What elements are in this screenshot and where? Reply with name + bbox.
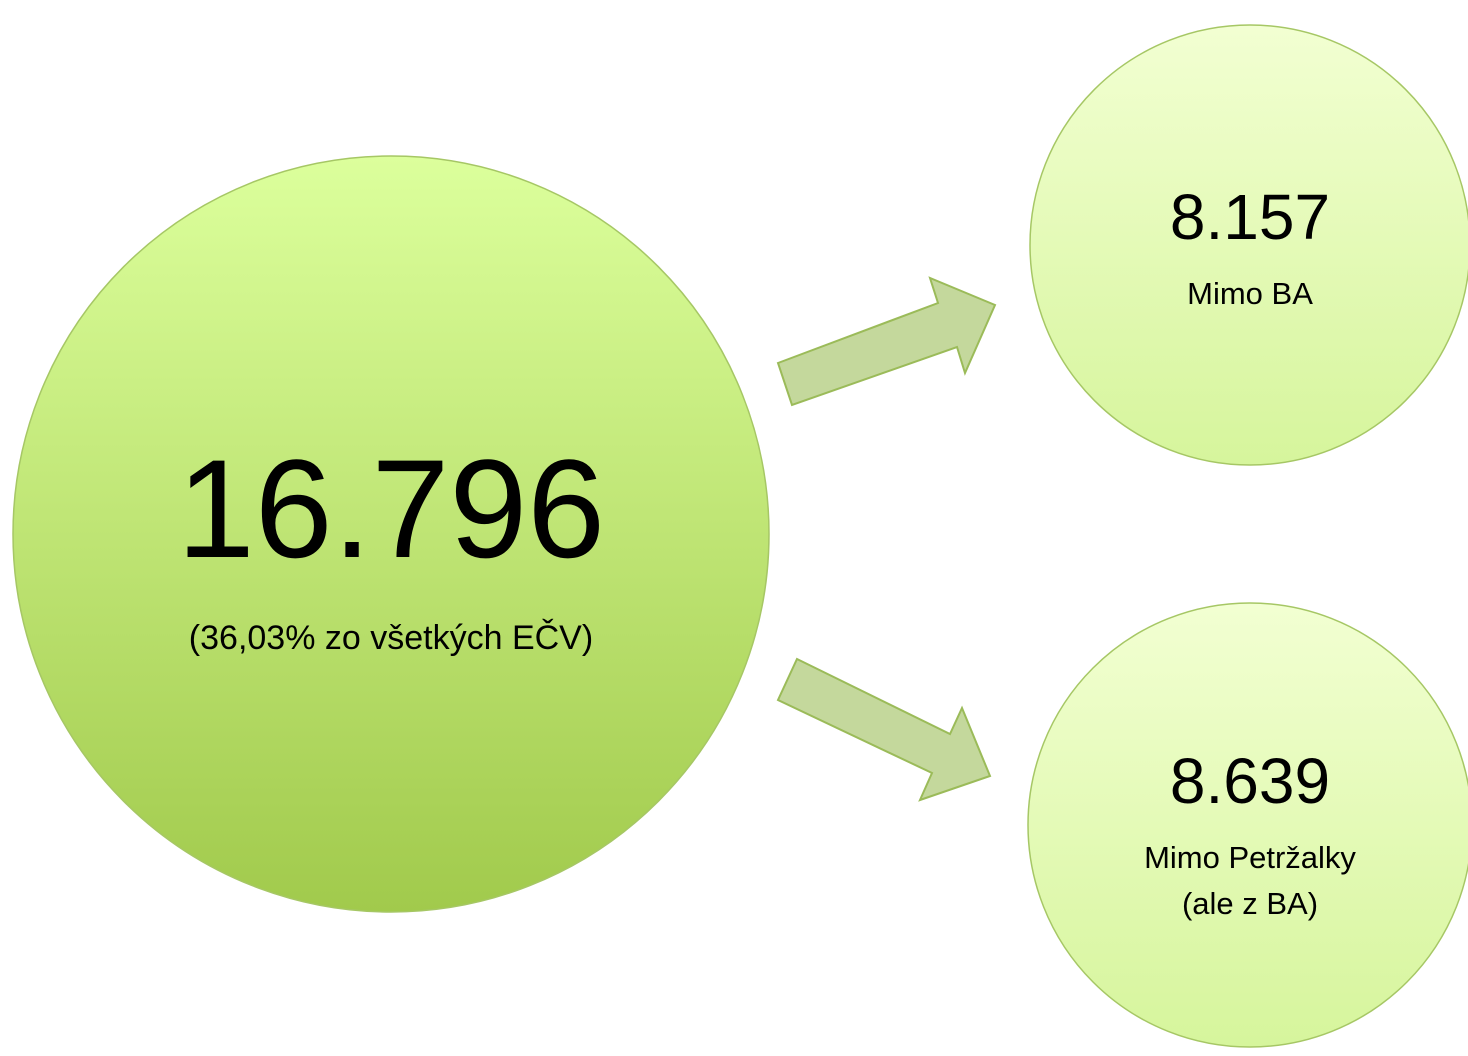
node-value: 16.796 <box>177 430 605 587</box>
node-bottom <box>1027 602 1468 1048</box>
node-label: Mimo BA <box>1187 276 1313 311</box>
node-value: 8.639 <box>1170 745 1330 817</box>
arrow <box>776 657 992 802</box>
main-node <box>12 155 770 913</box>
node-label: (36,03% zo všetkých EČV) <box>189 619 593 657</box>
arrow <box>776 276 997 407</box>
node-value: 8.157 <box>1170 181 1330 253</box>
node-label: Mimo Petržalky <box>1144 840 1356 875</box>
node-label: (ale z BA) <box>1182 886 1318 921</box>
node-top <box>1029 24 1468 466</box>
labels: 16.796 (36,03% zo všetkých EČV) 8.157 Mimo … <box>177 181 1357 921</box>
